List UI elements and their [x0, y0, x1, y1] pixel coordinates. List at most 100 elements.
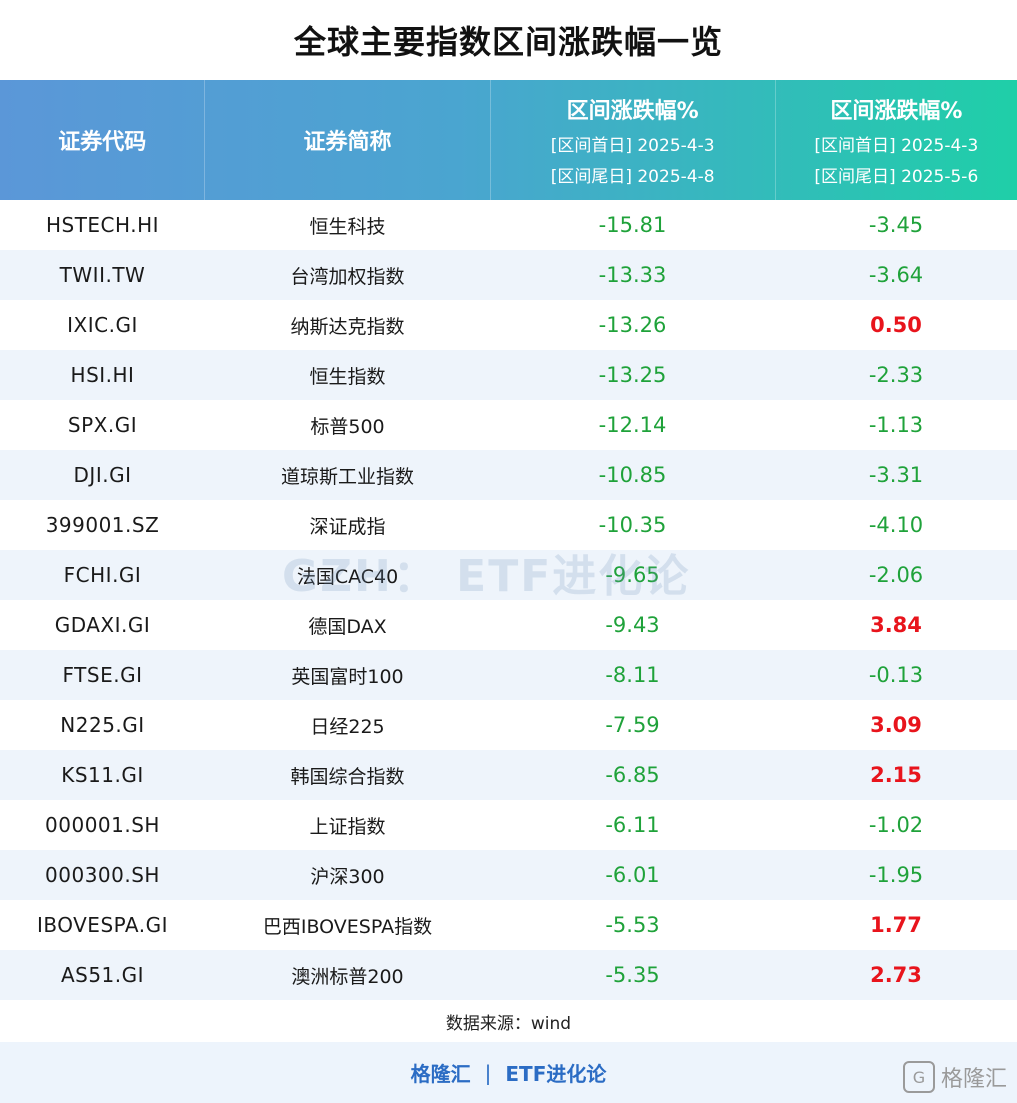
cell-code: N225.GI [60, 713, 145, 737]
cell-period1: -12.14 [598, 413, 667, 437]
cell-period1: -5.35 [490, 950, 775, 1000]
footer-bar: 格隆汇 | ETF进化论 [0, 1042, 1017, 1103]
table-row: KS11.GI 韩国综合指数 -6.85 2.15 [0, 750, 1017, 800]
cell-name: 纳斯达克指数 [290, 315, 405, 338]
cell-name: 德国DAX [308, 615, 387, 638]
cell-name: 上证指数 [309, 815, 386, 838]
cell-period2: 2.73 [775, 950, 1017, 1000]
cell-code: TWII.TW [0, 250, 205, 300]
table-row: GDAXI.GI 德国DAX -9.43 3.84 [0, 600, 1017, 650]
cell-period1: -6.11 [605, 813, 660, 837]
cell-period2: 0.50 [870, 313, 922, 337]
cell-code: IXIC.GI [67, 313, 138, 337]
table-row: 399001.SZ 深证成指 -10.35 -4.10 [0, 500, 1017, 550]
footer-brand-right: ETF进化论 [505, 1062, 607, 1086]
cell-period1: -6.01 [490, 850, 775, 900]
header-name-label: 证券简称 [303, 130, 392, 155]
table-header: 证券代码 证券简称 区间涨跌幅% [区间首日] 2025-4-3 [区间尾日] … [0, 80, 1017, 200]
cell-name: 深证成指 [309, 515, 386, 538]
header-period2-start: [区间首日] 2025-4-3 [814, 136, 979, 156]
table-body: HSTECH.HI 恒生科技 -15.81 -3.45 TWII.TW 台湾加权… [0, 200, 1017, 1000]
cell-period1: -13.33 [490, 250, 775, 300]
cell-period1: -10.85 [490, 450, 775, 500]
table-row: 000001.SH 上证指数 -6.11 -1.02 [0, 800, 1017, 850]
cell-period2: 3.09 [870, 713, 922, 737]
cell-code: FCHI.GI [0, 550, 205, 600]
cell-name: 巴西IBOVESPA指数 [262, 915, 433, 938]
cell-period2: 1.77 [870, 913, 922, 937]
cell-period2: 3.84 [870, 613, 922, 637]
cell-name: 英国富时100 [205, 650, 490, 700]
cell-code: DJI.GI [0, 450, 205, 500]
table-row: 000300.SH 沪深300 -6.01 -1.95 [0, 850, 1017, 900]
table-row: N225.GI 日经225 -7.59 3.09 [0, 700, 1017, 750]
header-period2-end: [区间尾日] 2025-5-6 [814, 167, 979, 187]
cell-period2: -0.13 [775, 650, 1017, 700]
cell-code: GDAXI.GI [54, 613, 151, 637]
cell-period1: -6.85 [490, 750, 775, 800]
cell-period2: -3.64 [775, 250, 1017, 300]
cell-period2: -1.02 [868, 813, 924, 837]
table-row: HSI.HI 恒生指数 -13.25 -2.33 [0, 350, 1017, 400]
cell-name: 澳洲标普200 [205, 950, 490, 1000]
page-title: 全球主要指数区间涨跌幅一览 [293, 23, 723, 61]
cell-name: 道琼斯工业指数 [205, 450, 490, 500]
table-row: IBOVESPA.GI 巴西IBOVESPA指数 -5.53 1.77 [0, 900, 1017, 950]
header-code: 证券代码 [0, 80, 204, 200]
cell-period2: -3.31 [775, 450, 1017, 500]
cell-name: 标普500 [310, 415, 385, 438]
cell-period1: -15.81 [598, 213, 667, 237]
table-row: FCHI.GI 法国CAC40 -9.65 -2.06 [0, 550, 1017, 600]
cell-period1: -9.65 [490, 550, 775, 600]
cell-code: 399001.SZ [45, 513, 160, 537]
cell-code: AS51.GI [0, 950, 205, 1000]
cell-period2: -4.10 [868, 513, 924, 537]
cell-period2: -2.33 [775, 350, 1017, 400]
table-row: HSTECH.HI 恒生科技 -15.81 -3.45 [0, 200, 1017, 250]
cell-period1: -13.25 [490, 350, 775, 400]
cell-code: KS11.GI [0, 750, 205, 800]
table-row: IXIC.GI 纳斯达克指数 -13.26 0.50 [0, 300, 1017, 350]
cell-code: HSI.HI [0, 350, 205, 400]
cell-code: FTSE.GI [0, 650, 205, 700]
table-row: AS51.GI 澳洲标普200 -5.35 2.73 [0, 950, 1017, 1000]
cell-code: IBOVESPA.GI [36, 913, 169, 937]
header-period1: 区间涨跌幅% [区间首日] 2025-4-3 [区间尾日] 2025-4-8 [489, 80, 775, 200]
cell-code: 000001.SH [45, 813, 160, 837]
cell-name: 日经225 [310, 715, 385, 738]
header-period2: 区间涨跌幅% [区间首日] 2025-4-3 [区间尾日] 2025-5-6 [774, 80, 1017, 200]
cell-name: 法国CAC40 [205, 550, 490, 600]
logo-mark-icon: G [902, 1061, 935, 1093]
footer-brand-left: 格隆汇 [410, 1062, 471, 1086]
cell-code: 000300.SH [0, 850, 205, 900]
cell-code: HSTECH.HI [45, 213, 160, 237]
cell-period2: -1.95 [775, 850, 1017, 900]
table-row: FTSE.GI 英国富时100 -8.11 -0.13 [0, 650, 1017, 700]
cell-name: 韩国综合指数 [205, 750, 490, 800]
cell-period2: 2.15 [775, 750, 1017, 800]
header-code-label: 证券代码 [58, 130, 147, 155]
header-period2-title: 区间涨跌幅% [830, 99, 963, 124]
cell-name: 恒生科技 [309, 215, 386, 238]
cell-name: 恒生指数 [205, 350, 490, 400]
brand-logo: G 格隆汇 [902, 1061, 1007, 1093]
table-row: DJI.GI 道琼斯工业指数 -10.85 -3.31 [0, 450, 1017, 500]
cell-period1: -5.53 [605, 913, 660, 937]
cell-name: 台湾加权指数 [205, 250, 490, 300]
cell-period1: -10.35 [598, 513, 667, 537]
cell-period1: -7.59 [605, 713, 660, 737]
cell-code: SPX.GI [67, 413, 138, 437]
cell-name: 沪深300 [205, 850, 490, 900]
logo-text: 格隆汇 [940, 1067, 1007, 1092]
cell-period2: -3.45 [868, 213, 924, 237]
cell-period1: -8.11 [490, 650, 775, 700]
table-row: SPX.GI 标普500 -12.14 -1.13 [0, 400, 1017, 450]
table-row: TWII.TW 台湾加权指数 -13.33 -3.64 [0, 250, 1017, 300]
header-period1-title: 区间涨跌幅% [566, 99, 699, 124]
header-name: 证券简称 [204, 80, 489, 200]
header-period1-start: [区间首日] 2025-4-3 [550, 136, 715, 156]
cell-period1: -13.26 [598, 313, 667, 337]
cell-period2: -2.06 [775, 550, 1017, 600]
data-source: 数据来源：wind [445, 1013, 572, 1034]
footer-separator: | [484, 1060, 492, 1085]
